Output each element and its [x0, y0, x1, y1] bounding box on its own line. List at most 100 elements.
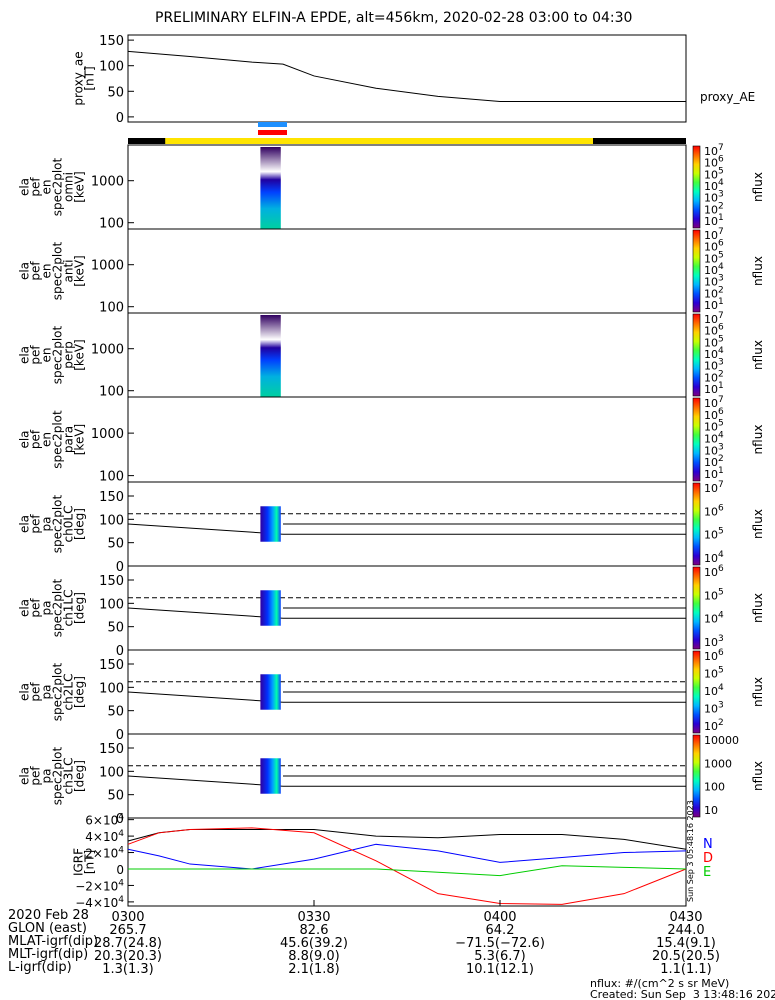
ylabel-line: ch0LC: [62, 506, 76, 543]
colorbar-tick-label: 100: [704, 781, 725, 794]
ylabel-line: ela: [18, 683, 32, 701]
colorbar-tick-label: 107: [704, 395, 724, 410]
colorbar-tick-label: 105: [704, 587, 724, 602]
xaxis-value: 28.7(24.8): [94, 936, 162, 951]
xaxis-row-mlt-label: MLT-igrf(dip): [8, 947, 89, 962]
ytick-label: 50: [107, 705, 124, 720]
ylabel-line: spec2plot: [51, 410, 65, 469]
colorbar-tick-label: 105: [704, 527, 724, 542]
panel-frame-ela_pef_en_spec2plot_anti: [127, 228, 687, 314]
colorbar-tick-label: 105: [704, 666, 724, 681]
ylabel-line: [deg]: [73, 676, 87, 708]
footer-created: Created: Sun Sep 3 13:48:16 2023: [590, 988, 775, 1000]
xaxis-row-date-label: 2020 Feb 28: [8, 908, 89, 923]
ylabel-line: IGRF: [72, 848, 86, 876]
proxy-ae-line: [127, 50, 686, 103]
xaxis-value: 265.7: [109, 923, 146, 938]
colorbar-tick-label: 106: [704, 155, 724, 170]
colorbar-tick-label: 107: [704, 311, 724, 326]
colorbar: [692, 650, 701, 734]
colorbar-tick-label: 106: [704, 564, 724, 579]
xaxis-value: 82.6: [300, 923, 329, 938]
ytick-label: 50: [107, 85, 124, 100]
colorbar: [692, 313, 701, 397]
ylabel-IGRF: IGRF[nT]: [72, 848, 97, 876]
ylabel-line: ch2LC: [62, 674, 76, 711]
xaxis-value: −71.5(−72.6): [455, 936, 545, 951]
ylabel-line: ela: [18, 262, 32, 280]
ytick-label: 100: [99, 60, 124, 75]
ytick-label: 2×104: [85, 846, 124, 861]
xaxis-value: 0400: [483, 910, 516, 925]
colorbar-tick-label: 106: [704, 239, 724, 254]
ylabel-line: spec2plot: [51, 325, 65, 384]
colorbar-tick-label: 103: [704, 701, 724, 716]
ylabel-line: pef: [29, 682, 43, 702]
colorbar-tick-label: 105: [704, 250, 724, 265]
colorbar-tick-label: 102: [704, 201, 724, 216]
ylabel-line: ela: [18, 767, 32, 785]
ylabel-line: ch1LC: [62, 590, 76, 627]
ylabel-line: ela: [18, 346, 32, 364]
colorbar-tick-label: 104: [704, 262, 724, 277]
ytick-label: 0: [116, 812, 124, 827]
loss-cone-line: [127, 523, 284, 535]
colorbar-tick-label: 106: [704, 503, 724, 518]
ytick-label: 4×104: [85, 829, 124, 844]
side-timestamp: Sun Sep 3 05:48:16 2023: [686, 800, 695, 902]
colorbar-tick-label: 103: [704, 442, 724, 457]
xaxis-value: 15.4(9.1): [656, 936, 716, 951]
ytick-label: 1000: [91, 175, 124, 190]
ytick-label: 150: [99, 658, 124, 673]
panel-frame-ela_pef_en_spec2plot_omni: [127, 144, 687, 230]
ylabel-line: [deg]: [73, 760, 87, 792]
colorbar: [692, 229, 701, 313]
ytick-label: 50: [107, 537, 124, 552]
ytick-label: 150: [99, 490, 124, 505]
ylabel-line: pef: [29, 514, 43, 534]
colorbar-tick-label: 103: [704, 190, 724, 205]
ylabel-line: en: [40, 432, 54, 447]
ytick-label: 100: [99, 765, 124, 780]
energy-spectrum-block: [260, 147, 281, 229]
ylabel-line: spec2plot: [51, 494, 65, 553]
ylabel-line: anti: [62, 260, 76, 283]
xaxis-value: 45.6(39.2): [280, 936, 348, 951]
ytick-label: 150: [99, 742, 124, 757]
ytick-label: 0: [116, 863, 124, 877]
colorbar-tick-label: 10: [704, 804, 718, 817]
orbit-bar-yellow: [165, 138, 593, 144]
ytick-label: 150: [99, 574, 124, 589]
colorbar-tick-label: 107: [704, 480, 724, 495]
xaxis-value: 244.0: [667, 923, 704, 938]
ylabel-line: en: [40, 348, 54, 363]
ytick-label: 50: [107, 621, 124, 636]
colorbar-tick-label: 104: [704, 550, 724, 565]
ytick-label: 1000: [91, 343, 124, 358]
energy-spectrum-block: [260, 315, 281, 397]
ylabel-line: [keV]: [73, 171, 87, 202]
loss-cone-line: [127, 691, 284, 703]
xaxis-value: 20.3(20.3): [94, 949, 162, 964]
ytick-label: 100: [99, 385, 124, 400]
colorbar-label: nflux: [751, 340, 765, 370]
ylabel-line: pef: [29, 598, 43, 618]
ytick-label: 100: [99, 470, 124, 485]
ylabel-line: pef: [29, 345, 43, 365]
ylabel-line: [keV]: [73, 424, 87, 455]
ylabel-line: [keV]: [73, 255, 87, 286]
ylabel-line: spec2plot: [51, 157, 65, 216]
colorbar-tick-label: 1000: [704, 757, 732, 770]
panel-frame-ela_pef_en_spec2plot_para: [127, 396, 687, 483]
xaxis-value: 10.1(12.1): [466, 962, 534, 977]
igrf-line-D: [127, 827, 687, 905]
xaxis-value: 1.3(1.3): [102, 962, 154, 977]
ylabel-line: [deg]: [73, 592, 87, 624]
